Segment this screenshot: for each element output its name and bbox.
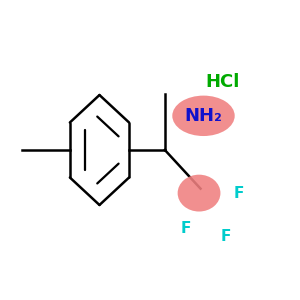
Text: NH₂: NH₂ [184, 107, 222, 125]
Text: F: F [181, 221, 191, 236]
Text: HCl: HCl [206, 73, 240, 91]
Ellipse shape [172, 96, 235, 136]
Ellipse shape [178, 175, 220, 212]
Text: F: F [234, 186, 244, 201]
Text: F: F [220, 229, 231, 244]
